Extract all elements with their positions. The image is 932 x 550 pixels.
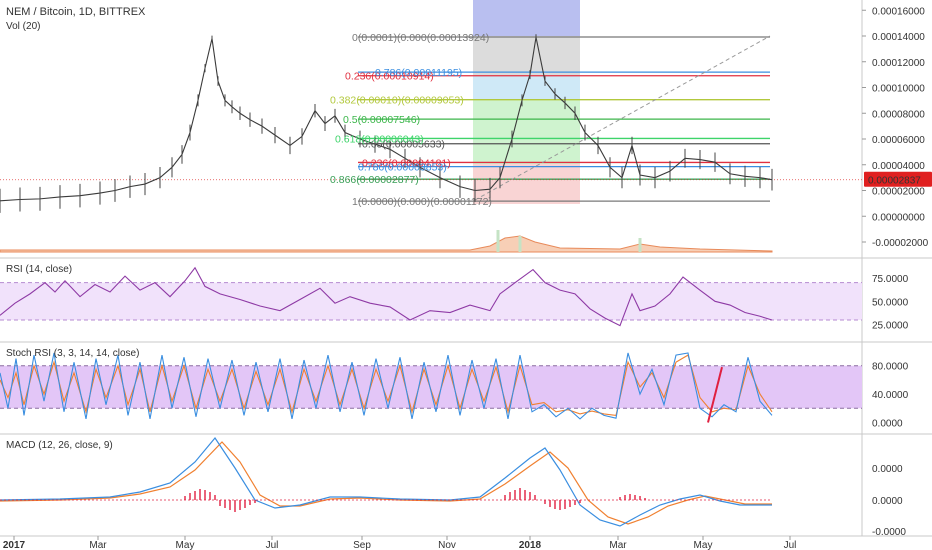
fib-level-label: 1(0.0000)(0.000)(0.00001172) [352,196,492,208]
rsi-tick-label: 50.0000 [872,297,909,308]
price-tick-label: 0.00008000 [872,109,925,120]
fib-level-label: 0.866(0.00002877) [330,174,419,186]
macd-line [0,436,772,527]
price-tick-label: 0.00010000 [872,84,925,95]
x-tick-label: Jul [784,540,797,550]
stoch-rsi-label: Stoch RSI (3, 3, 14, 14, close) [6,348,139,359]
stoch-tick-label: 0.0000 [872,418,903,429]
x-tick-label: 2017 [3,540,26,550]
stoch-tick-label: 80.0000 [872,362,909,373]
stoch-drawing [707,366,723,423]
fib-level-label: 0(0.0001)(0.000(0.00013924) [352,32,489,44]
fib-level-label: 0.786(0.00003853) [358,162,447,174]
price-tick-label: 0.00000000 [872,212,925,223]
last-price-badge [864,171,932,187]
fib-level-label: 0.5(0.00007546) [343,114,420,126]
x-tick-label: Mar [89,540,107,550]
volume-average [0,235,773,253]
macd-tick-label: 0.0000 [872,496,903,507]
macd-tick-label: -0.0000 [872,527,906,538]
price-series-line [0,37,773,202]
x-tick-label: May [176,540,195,550]
rsi-tick-label: 25.0000 [872,321,909,332]
volume-label: Vol (20) [6,21,40,32]
fib-level-label: 0.236(0.00004181) [362,157,451,169]
price-tick-label: 0.00014000 [872,32,925,43]
fib-zone-top [473,0,580,36]
stoch-k-line [0,352,773,420]
x-tick-label: Jul [266,540,279,550]
price-tick-label: 0.00006000 [872,135,925,146]
rsi-tick-label: 75.0000 [872,274,909,285]
fib-level-label: 0.236(0.00010914) [345,71,434,83]
last-price-label: 0.00002837 [868,176,921,187]
price-tick-label: 0.00016000 [872,6,925,17]
x-tick-label: Sep [353,540,371,550]
fib-zone-green [473,99,580,164]
x-tick-label: May [694,540,713,550]
fib-level-label: 0.382(0.00010)(0.00009053) [330,95,464,107]
fib-level-label: 0.65(0.00005633) [362,139,445,151]
rsi-line [0,266,773,327]
rsi-band [0,282,862,320]
price-tick-label: 0.00004000 [872,161,925,172]
x-tick-label: Nov [438,540,456,550]
macd-label: MACD (12, 26, close, 9) [6,440,113,451]
fib-level-label: 0.786(0.00011195) [375,67,462,79]
fib-zone-red [473,164,580,204]
x-tick-label: 2018 [519,540,542,550]
stoch-tick-label: 40.0000 [872,390,909,401]
trend-line [474,35,771,201]
fib-zone-grey [473,36,580,76]
fib-level-label: 0.618(0.00006043) [335,133,424,145]
price-tick-label: 0.00002000 [872,187,925,198]
price-tick-label: 0.00012000 [872,58,925,69]
x-tick-label: Mar [609,540,627,550]
macd-tick-label: 0.0000 [872,464,903,475]
rsi-label: RSI (14, close) [6,264,72,275]
price-tick-label: -0.00002000 [872,238,929,249]
chart-title: NEM / Bitcoin, 1D, BITTREX [6,6,146,18]
